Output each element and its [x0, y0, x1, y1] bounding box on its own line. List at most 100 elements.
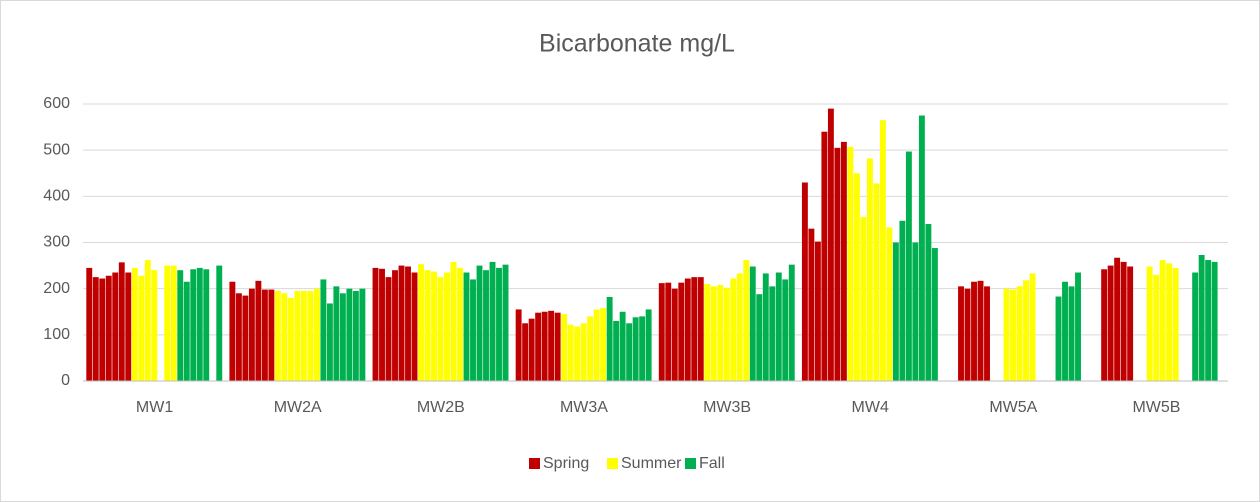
bar [522, 323, 529, 381]
bar [405, 266, 411, 381]
y-tick-label: 200 [43, 280, 70, 297]
bar [879, 120, 886, 382]
x-tick-label: MW5B [1132, 399, 1180, 416]
bar [379, 268, 385, 381]
bar [853, 173, 860, 381]
bar [99, 278, 106, 381]
bar [606, 296, 613, 381]
chart-title: Bicarbonate mg/L [539, 30, 735, 58]
y-tick-label: 500 [43, 141, 70, 158]
bar [984, 286, 990, 381]
bar [899, 220, 906, 381]
bar [190, 269, 197, 381]
bar [541, 311, 548, 381]
bar [235, 293, 242, 381]
bar [294, 290, 301, 381]
bar [587, 316, 594, 381]
bar [1010, 289, 1016, 381]
bar [1101, 269, 1108, 381]
bar [483, 270, 489, 381]
bar [1075, 272, 1081, 381]
bar [977, 280, 984, 381]
bar [138, 275, 145, 381]
bar [242, 295, 249, 381]
bar [1153, 274, 1160, 381]
bar [287, 297, 294, 381]
bar [827, 108, 834, 381]
bar [782, 279, 789, 381]
x-tick-label: MW1 [136, 399, 173, 416]
bar [151, 270, 158, 381]
bar [372, 267, 379, 381]
bar [398, 265, 405, 381]
bar [925, 224, 932, 381]
legend-swatch [685, 458, 696, 469]
bar [964, 288, 971, 381]
bar [457, 267, 463, 381]
bar [704, 284, 711, 381]
bar [743, 260, 750, 381]
bar [1062, 281, 1068, 381]
bar [905, 151, 912, 381]
bar [873, 183, 880, 381]
bar [958, 286, 964, 381]
bar [632, 317, 639, 381]
bar [307, 290, 314, 381]
y-tick-label: 0 [61, 372, 70, 389]
bar [411, 272, 418, 381]
y-tick-label: 300 [43, 234, 70, 251]
bar [216, 265, 223, 381]
bar [528, 318, 535, 381]
bar [1107, 265, 1114, 381]
bar [1205, 260, 1212, 381]
bar [775, 272, 782, 381]
bar [359, 288, 366, 381]
bar [626, 323, 633, 381]
bar [1029, 273, 1036, 381]
bar [281, 293, 288, 381]
bar [697, 277, 704, 381]
legend-swatch [607, 458, 618, 469]
bar [762, 273, 769, 381]
bar [339, 293, 346, 381]
bar [125, 272, 132, 381]
bar [1016, 286, 1023, 381]
bar [248, 288, 255, 381]
bar [600, 308, 607, 381]
bar [346, 288, 353, 381]
bar [1120, 261, 1127, 381]
bar [821, 131, 828, 381]
bar [313, 288, 320, 381]
bar [574, 326, 581, 381]
bar [866, 158, 873, 381]
bar [580, 323, 587, 381]
bar [431, 271, 437, 381]
legend-label: Summer [621, 455, 682, 472]
bar [170, 265, 177, 381]
bar [470, 279, 476, 381]
bar [444, 272, 450, 381]
bar [1146, 266, 1153, 381]
bar [886, 227, 893, 381]
bar [177, 270, 184, 381]
y-tick-label: 600 [43, 95, 70, 112]
bar [684, 278, 691, 381]
bar [392, 270, 398, 381]
bar [971, 281, 977, 381]
bar [424, 270, 431, 381]
bar [476, 265, 483, 381]
bar [463, 272, 470, 381]
bar [112, 272, 119, 381]
bar [144, 260, 151, 381]
bar [639, 316, 646, 381]
bar [255, 280, 262, 381]
bar [723, 287, 730, 381]
bar [183, 281, 190, 381]
bar [320, 279, 327, 381]
legend-label: Spring [543, 455, 589, 472]
bar [814, 241, 821, 381]
bar [749, 266, 756, 381]
bar [489, 261, 496, 381]
bar [736, 273, 743, 381]
